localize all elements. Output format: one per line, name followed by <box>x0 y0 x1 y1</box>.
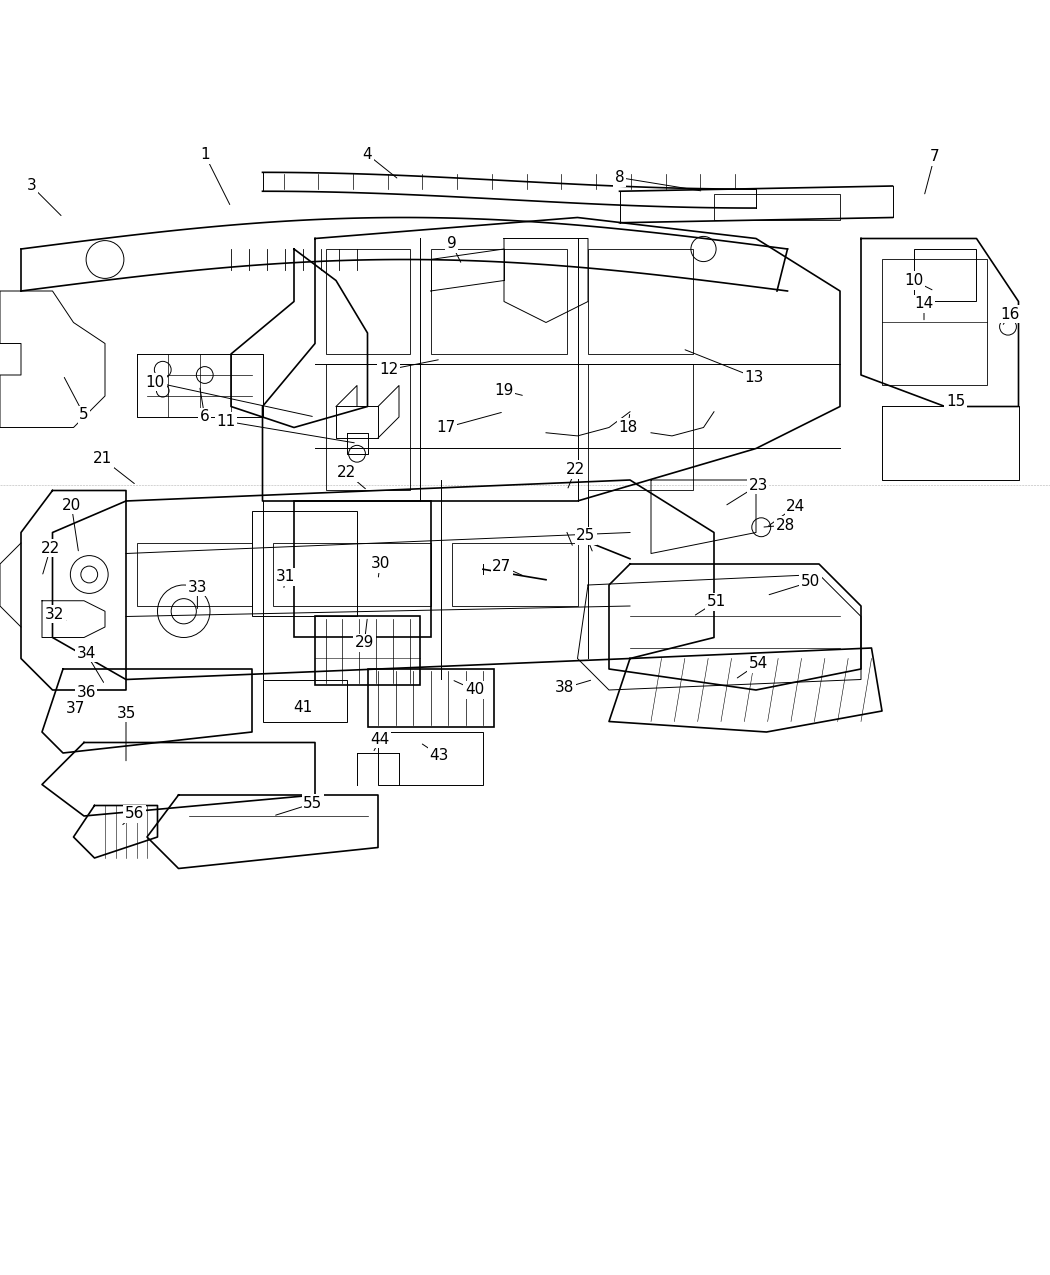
Text: 35: 35 <box>117 705 135 720</box>
Text: 20: 20 <box>62 497 81 513</box>
Text: 22: 22 <box>566 462 585 477</box>
Bar <box>368 669 494 727</box>
Text: 43: 43 <box>429 747 448 762</box>
Text: 37: 37 <box>66 701 85 717</box>
Text: 17: 17 <box>437 419 456 435</box>
Bar <box>588 365 693 491</box>
Text: 13: 13 <box>744 370 763 385</box>
Text: 31: 31 <box>276 569 295 584</box>
Text: 5: 5 <box>79 408 89 422</box>
Text: 14: 14 <box>915 296 933 311</box>
Text: 28: 28 <box>776 518 795 533</box>
Text: 18: 18 <box>618 419 637 435</box>
Text: 8: 8 <box>614 170 625 185</box>
Text: 32: 32 <box>45 607 64 622</box>
Text: 56: 56 <box>125 806 144 821</box>
Bar <box>452 543 578 606</box>
Bar <box>273 543 430 606</box>
Bar <box>378 732 483 784</box>
Text: 24: 24 <box>786 499 805 514</box>
Bar <box>262 680 346 722</box>
Text: 4: 4 <box>362 147 373 162</box>
Text: 30: 30 <box>371 556 390 571</box>
Text: 54: 54 <box>749 657 768 671</box>
Text: 22: 22 <box>337 465 356 481</box>
Bar <box>315 617 420 685</box>
Text: 36: 36 <box>77 685 96 700</box>
Text: 25: 25 <box>576 528 595 543</box>
Bar <box>430 249 567 354</box>
Text: 12: 12 <box>379 362 398 377</box>
Text: 3: 3 <box>26 179 37 194</box>
Text: 10: 10 <box>904 273 923 288</box>
Bar <box>326 249 410 354</box>
Text: 38: 38 <box>555 681 574 695</box>
Text: 41: 41 <box>293 700 312 715</box>
Text: 10: 10 <box>146 375 165 390</box>
Text: 1: 1 <box>200 147 210 162</box>
Text: 55: 55 <box>303 796 322 811</box>
Text: 34: 34 <box>77 645 96 660</box>
Text: 50: 50 <box>801 574 820 589</box>
Text: 22: 22 <box>41 541 60 556</box>
Bar <box>914 249 976 301</box>
Bar <box>252 511 357 617</box>
Text: 27: 27 <box>492 558 511 574</box>
Text: 33: 33 <box>188 580 207 594</box>
Text: 29: 29 <box>355 635 374 650</box>
Bar <box>882 260 987 385</box>
Text: 23: 23 <box>749 478 768 492</box>
Text: 9: 9 <box>446 236 457 251</box>
Bar <box>326 365 410 491</box>
Text: 16: 16 <box>1001 306 1020 321</box>
Bar <box>588 249 693 354</box>
Text: 40: 40 <box>465 682 484 697</box>
Text: 7: 7 <box>929 149 940 164</box>
Text: 11: 11 <box>216 413 235 428</box>
Bar <box>294 501 430 638</box>
Bar <box>136 543 252 606</box>
Text: 15: 15 <box>946 394 965 409</box>
Text: 6: 6 <box>200 409 210 425</box>
Bar <box>714 194 840 219</box>
Text: 19: 19 <box>495 384 513 398</box>
Text: 21: 21 <box>93 451 112 467</box>
Text: 44: 44 <box>371 732 390 747</box>
Text: 51: 51 <box>707 594 726 609</box>
